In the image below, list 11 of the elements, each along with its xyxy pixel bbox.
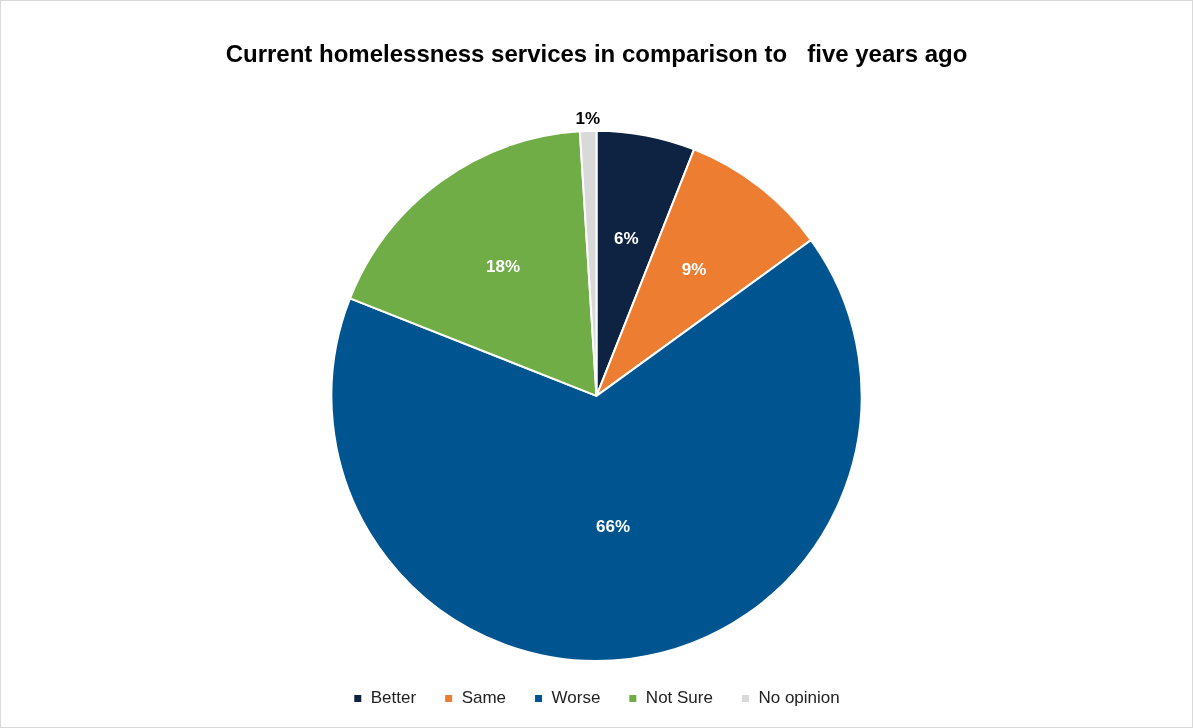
- legend-label: Worse: [551, 688, 601, 708]
- data-label: 6%: [614, 229, 639, 249]
- chart-title: Current homelessness services in comparison to five years ago: [225, 40, 968, 68]
- legend-label: Same: [461, 688, 507, 708]
- legend-label: No opinion: [758, 688, 840, 708]
- legend-label: Better: [370, 688, 417, 708]
- data-label: 66%: [596, 517, 631, 537]
- data-label: 9%: [681, 259, 707, 279]
- data-label: 1%: [575, 108, 601, 128]
- data-label: 18%: [485, 256, 521, 276]
- legend-label: Not Sure: [645, 688, 713, 708]
